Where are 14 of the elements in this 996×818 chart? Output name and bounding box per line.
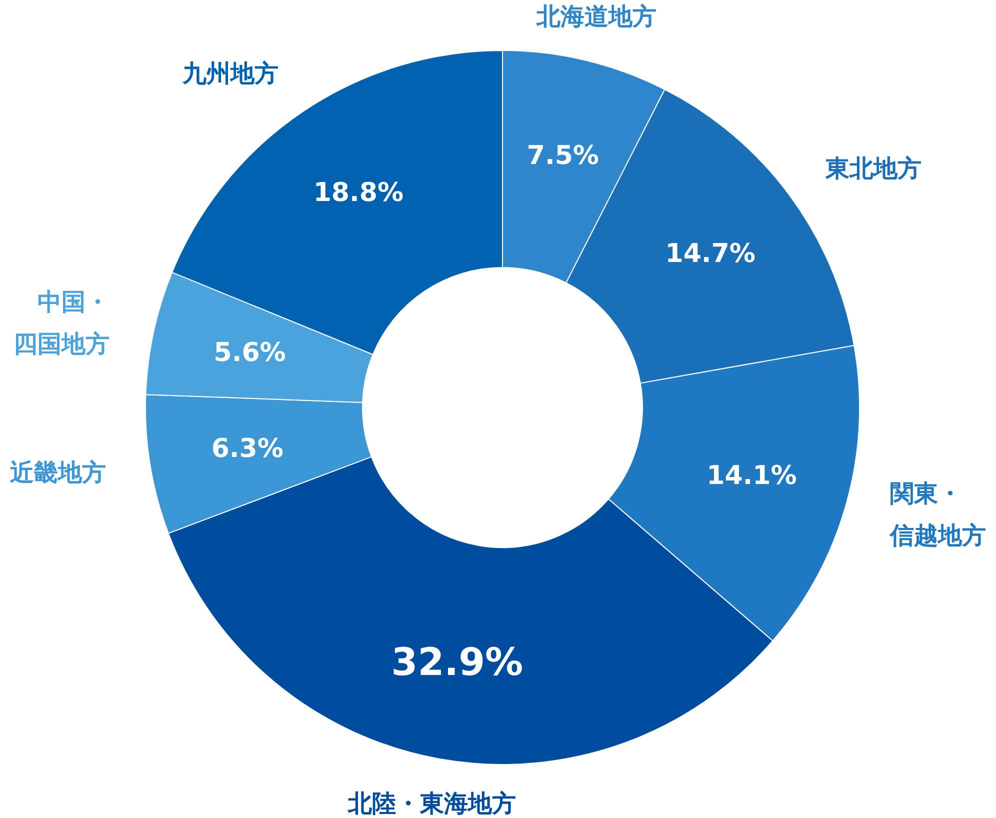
data-label: 18.8% — [313, 178, 404, 208]
data-label: 32.9% — [391, 640, 524, 684]
data-label: 7.5% — [526, 141, 599, 172]
slice-label: 中国・四国地方 — [14, 288, 110, 358]
slice-label: 北海道地方 — [535, 2, 656, 31]
data-label: 5.6% — [214, 338, 286, 368]
data-label: 6.3% — [211, 434, 284, 464]
slice-label: 東北地方 — [824, 154, 922, 182]
data-label: 14.7% — [665, 238, 756, 269]
slice-label: 九州地方 — [181, 60, 278, 88]
slice-label: 近畿地方 — [10, 458, 106, 486]
slice-label: 北陸・東海地方 — [347, 789, 516, 818]
data-label: 14.1% — [706, 461, 797, 492]
slice-label: 関東・信越地方 — [889, 479, 986, 550]
